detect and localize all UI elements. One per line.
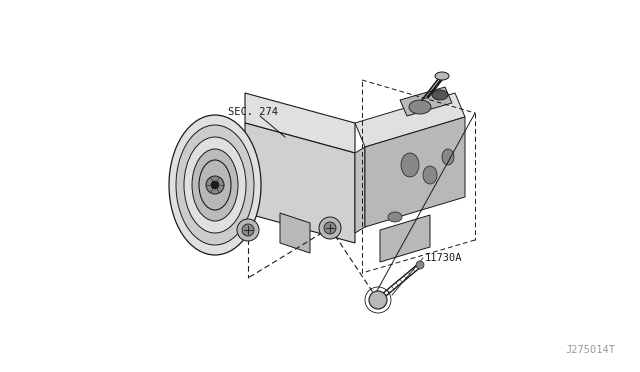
Circle shape: [369, 291, 387, 309]
Ellipse shape: [176, 125, 254, 245]
Text: 11730A: 11730A: [425, 253, 463, 263]
Ellipse shape: [423, 166, 437, 184]
Ellipse shape: [388, 212, 402, 222]
Circle shape: [211, 181, 219, 189]
Circle shape: [319, 217, 341, 239]
Text: SEC. 274: SEC. 274: [228, 107, 278, 117]
Circle shape: [237, 219, 259, 241]
Ellipse shape: [192, 149, 238, 221]
Polygon shape: [365, 117, 465, 227]
Ellipse shape: [169, 115, 261, 255]
Ellipse shape: [401, 153, 419, 177]
Polygon shape: [400, 87, 452, 116]
Polygon shape: [380, 215, 430, 262]
Circle shape: [242, 224, 254, 236]
Polygon shape: [355, 93, 465, 147]
Ellipse shape: [442, 149, 454, 165]
Ellipse shape: [432, 90, 448, 100]
Ellipse shape: [199, 160, 231, 210]
Text: J275014T: J275014T: [565, 345, 615, 355]
Polygon shape: [245, 123, 355, 243]
Polygon shape: [280, 213, 310, 253]
Ellipse shape: [184, 137, 246, 233]
Polygon shape: [245, 93, 355, 153]
Ellipse shape: [409, 100, 431, 114]
Polygon shape: [355, 147, 365, 233]
Ellipse shape: [435, 72, 449, 80]
Circle shape: [206, 176, 224, 194]
Circle shape: [416, 261, 424, 269]
Circle shape: [324, 222, 336, 234]
